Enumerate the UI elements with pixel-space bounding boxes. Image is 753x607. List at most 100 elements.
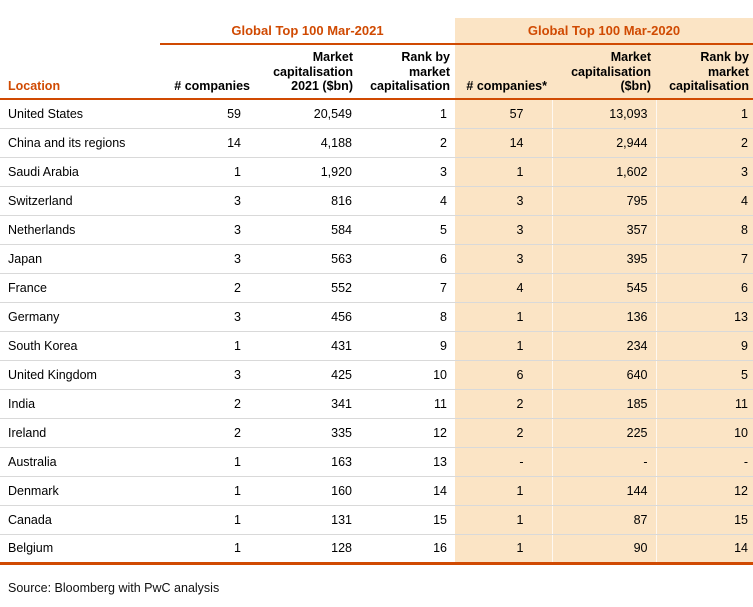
table-row: Japan 3 563 6 3 395 7	[0, 244, 753, 274]
companies-2021-cell: 1	[160, 505, 255, 535]
source-note: Source: Bloomberg with PwC analysis	[8, 580, 220, 595]
location-cell: Germany	[0, 302, 160, 332]
market-cap-2020-cell: 357	[551, 215, 656, 245]
column-header-row: Location # companies Market capitalisati…	[0, 44, 753, 100]
companies-2020-cell: 3	[455, 186, 552, 216]
market-cap-2021-cell: 160	[255, 476, 358, 506]
companies-2021-cell: 3	[160, 302, 255, 332]
market-cap-2020-cell: 13,093	[551, 99, 656, 129]
companies-2021-cell: 3	[160, 186, 255, 216]
col-header-rank-2020: Rank by market capitalisation	[656, 44, 753, 100]
table-row: France 2 552 7 4 545 6	[0, 273, 753, 303]
col-header-rank-2021: Rank by market capitalisation	[358, 44, 455, 100]
table-row: Australia 1 163 13- - -	[0, 447, 753, 477]
location-cell: Australia	[0, 447, 160, 477]
market-cap-2020-cell: 185	[551, 389, 656, 419]
companies-2020-cell: 1	[455, 505, 552, 535]
location-cell: United States	[0, 99, 160, 129]
rank-2021-cell: 3	[358, 157, 455, 187]
rank-2021-cell: 9	[358, 331, 455, 361]
market-cap-2020-cell: 136	[551, 302, 656, 332]
companies-2020-cell: 6	[455, 360, 552, 390]
market-cap-2021-cell: 584	[255, 215, 358, 245]
market-cap-2020-cell: 144	[551, 476, 656, 506]
location-cell: India	[0, 389, 160, 419]
rank-2020-cell: 7	[655, 244, 753, 274]
market-cap-2021-cell: 335	[255, 418, 358, 448]
companies-2021-cell: 3	[160, 360, 255, 390]
table-row: China and its regions 14 4,188 2 14 2,944 2	[0, 128, 753, 158]
companies-2021-cell: 14	[160, 128, 255, 158]
companies-2021-cell: 2	[160, 418, 255, 448]
table-row: Saudi Arabia 1 1,920 3 1 1,602 3	[0, 157, 753, 187]
market-cap-2020-cell: 2,944	[551, 128, 656, 158]
market-cap-2020-cell: 225	[551, 418, 656, 448]
rank-2020-cell: 5	[655, 360, 753, 390]
table-body: United States 59 20,549 1 57 13,093 1 China and…	[0, 99, 753, 565]
rank-2021-cell: 13	[358, 447, 455, 477]
rank-2020-cell: 12	[655, 476, 753, 506]
market-cap-2020-cell: -	[551, 447, 656, 477]
location-cell: France	[0, 273, 160, 303]
rank-2021-cell: 1	[358, 99, 455, 129]
table-row: Netherlands 3 584 5 3 357 8	[0, 215, 753, 245]
rank-2020-cell: 11	[655, 389, 753, 419]
rank-2021-cell: 5	[358, 215, 455, 245]
table-row: South Korea 1 431 9 1 234 9	[0, 331, 753, 361]
table-row: Denmark 1 160 14 1 144 12	[0, 476, 753, 506]
market-cap-2020-cell: 545	[551, 273, 656, 303]
companies-2021-cell: 1	[160, 447, 255, 477]
market-cap-2020-cell: 640	[551, 360, 656, 390]
location-cell: Denmark	[0, 476, 160, 506]
rank-2020-cell: 1	[655, 99, 753, 129]
table-row: Ireland 2 335 12 2 225 10	[0, 418, 753, 448]
companies-2020-cell: 1	[455, 476, 552, 506]
location-cell: China and its regions	[0, 128, 160, 158]
location-cell: Netherlands	[0, 215, 160, 245]
rank-2021-cell: 16	[358, 534, 455, 565]
rank-2021-cell: 11	[358, 389, 455, 419]
table-row: United Kingdom 3 425 10 6 640 5	[0, 360, 753, 390]
companies-2021-cell: 59	[160, 99, 255, 129]
col-header-companies-2021: # companies	[160, 44, 255, 100]
companies-2020-cell: 2	[455, 418, 552, 448]
table-row: Belgium 1 128 16 1 90 14	[0, 534, 753, 565]
companies-2020-cell: 3	[455, 244, 552, 274]
rank-2020-cell: 4	[655, 186, 753, 216]
companies-2020-cell: -	[455, 447, 552, 477]
market-cap-2020-cell: 1,602	[551, 157, 656, 187]
companies-2021-cell: 2	[160, 389, 255, 419]
rank-2020-cell: -	[655, 447, 753, 477]
companies-2020-cell: 1	[455, 534, 552, 565]
col-header-market-cap-2021: Market capitalisation 2021 ($bn)	[255, 44, 358, 100]
rank-2021-cell: 6	[358, 244, 455, 274]
market-cap-2021-cell: 456	[255, 302, 358, 332]
rank-2020-cell: 15	[655, 505, 753, 535]
companies-2021-cell: 1	[160, 534, 255, 565]
group-header-2021: Global Top 100 Mar-2021	[160, 18, 455, 45]
market-cap-2021-cell: 341	[255, 389, 358, 419]
rank-2020-cell: 9	[655, 331, 753, 361]
companies-2021-cell: 1	[160, 331, 255, 361]
rank-2021-cell: 7	[358, 273, 455, 303]
location-cell: Japan	[0, 244, 160, 274]
rank-2020-cell: 3	[655, 157, 753, 187]
rank-2021-cell: 4	[358, 186, 455, 216]
companies-2020-cell: 3	[455, 215, 552, 245]
location-cell: Belgium	[0, 534, 160, 565]
col-header-market-cap-2020: Market capitalisation ($bn)	[552, 44, 656, 100]
rank-2020-cell: 6	[655, 273, 753, 303]
rank-2020-cell: 14	[655, 534, 753, 565]
location-cell: Saudi Arabia	[0, 157, 160, 187]
companies-2021-cell: 1	[160, 476, 255, 506]
location-cell: Ireland	[0, 418, 160, 448]
location-cell: United Kingdom	[0, 360, 160, 390]
companies-2020-cell: 14	[455, 128, 552, 158]
rank-2021-cell: 15	[358, 505, 455, 535]
location-cell: South Korea	[0, 331, 160, 361]
market-cap-2021-cell: 431	[255, 331, 358, 361]
market-cap-2021-cell: 4,188	[255, 128, 358, 158]
market-cap-2021-cell: 163	[255, 447, 358, 477]
group-header-2020: Global Top 100 Mar-2020	[455, 18, 753, 45]
